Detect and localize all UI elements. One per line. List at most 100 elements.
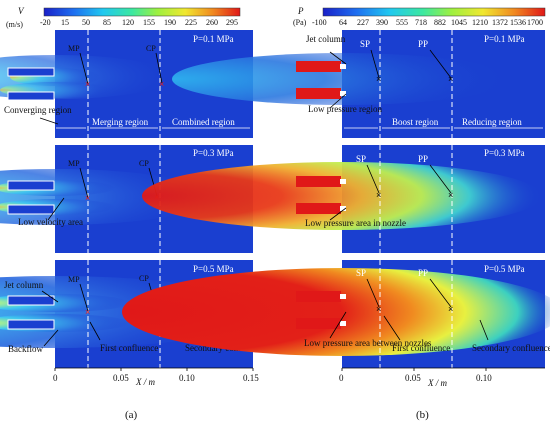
annotation-low-pressure-nozzle: Low pressure area in nozzle [305, 218, 406, 228]
annotation-jet-column: Jet column [306, 34, 346, 44]
leader-line [79, 52, 89, 85]
colorbar-tick: 227 [357, 18, 369, 27]
point-marker: × [159, 79, 164, 89]
leader-line [47, 197, 65, 221]
caption-b: (b) [416, 409, 429, 421]
annotation-jet-column: Jet column [4, 280, 44, 290]
pressure-subplot-1: P=0.1 MPa SP × PP × Boost region Reducin… [172, 30, 545, 138]
nozzle-lower [296, 318, 341, 329]
region-label: Boost region [392, 117, 439, 127]
point-marker: × [448, 74, 453, 84]
leader-line [429, 49, 452, 79]
nozzle-outlet [340, 321, 346, 326]
leader-line [429, 164, 452, 194]
nozzle-outlet [340, 91, 346, 96]
axis-tick-label: 0 [53, 373, 58, 383]
leader-line [79, 283, 89, 312]
pressure-plume [142, 162, 542, 230]
point-marker: × [85, 193, 90, 203]
colorbar-tick: 15 [61, 18, 69, 27]
colorbar-tick: 155 [143, 18, 155, 27]
point-marker: × [85, 79, 90, 89]
pressure-label: P=0.5 MPa [193, 264, 234, 274]
caption-a: (a) [125, 409, 138, 421]
nozzle-lower [296, 203, 341, 214]
nozzle-upper [296, 291, 341, 302]
nozzle-outlet [340, 64, 346, 69]
leader-line [43, 329, 59, 347]
annotation-secondary-confluence: Secondary confluence [472, 343, 550, 353]
point-label-pp: PP [418, 39, 428, 49]
axis-tick-label: 0.05 [405, 373, 421, 383]
pressure-label: P=0.1 MPa [484, 34, 525, 44]
axis-tick-label: 0.10 [476, 373, 492, 383]
axis-tick-label: 0 [339, 373, 344, 383]
nozzle-lower [7, 204, 55, 215]
leader-line [329, 207, 347, 221]
colorbar-tick: 882 [434, 18, 446, 27]
region-label: Reducing region [462, 117, 522, 127]
colorbar-tick: 1536 [510, 18, 526, 27]
pressure-x-axis: 0 0.05 0.10 X / m [339, 367, 545, 388]
point-label-sp: SP [360, 39, 370, 49]
axis-label: X / m [135, 377, 155, 387]
pressure-plume [122, 268, 550, 356]
annotation-first-confluence: First confluence [100, 343, 158, 353]
colorbar-tick: 1700 [527, 18, 543, 27]
nozzle-outlet [340, 294, 346, 299]
nozzle-lower [296, 88, 341, 99]
point-label-mp: MP [68, 275, 80, 284]
colorbar-tick: 64 [339, 18, 347, 27]
pressure-colorbar: P (Pa) -100 64 227 390 555 718 882 1045 … [293, 6, 546, 27]
pressure-label: P=0.3 MPa [484, 148, 525, 158]
pressure-colorbar-gradient [322, 7, 546, 17]
point-label-cp: CP [139, 274, 149, 283]
annotation-first-confluence: First confluence [392, 343, 450, 353]
colorbar-tick: 50 [82, 18, 90, 27]
point-label-mp: MP [68, 159, 80, 168]
velocity-colorbar-gradient [43, 7, 241, 17]
point-label-cp: CP [146, 44, 156, 53]
point-marker: × [376, 74, 381, 84]
velocity-colorbar-ticks: -20 15 50 85 120 155 190 225 260 295 [40, 18, 238, 27]
leader-line [41, 290, 59, 303]
point-marker: × [448, 190, 453, 200]
point-label-pp: PP [418, 268, 428, 278]
point-label-sp: SP [356, 268, 366, 278]
leader-line [479, 319, 489, 341]
colorbar-tick: 190 [164, 18, 176, 27]
leader-line [370, 49, 380, 79]
colorbar-symbol: V [18, 6, 25, 16]
point-label-mp: MP [68, 44, 80, 53]
colorbar-tick: -20 [40, 18, 51, 27]
annotation-low-velocity-text: Low velocity area [18, 217, 83, 227]
region-label: Merging region [92, 117, 149, 127]
nozzle-upper [7, 180, 55, 191]
annotation-low-pressure: Low pressure region [308, 104, 382, 114]
colorbar-unit: (m/s) [6, 20, 23, 29]
axis-label: X / m [427, 378, 447, 388]
nozzle-upper [296, 61, 341, 72]
point-marker: × [376, 304, 381, 314]
nozzle-lower [7, 91, 55, 101]
annotation-low-velocity: Low velocity area [18, 217, 83, 227]
colorbar-tick: 718 [415, 18, 427, 27]
velocity-subplot-1: P=0.1 MPa MP × CP × Merging region Combi… [0, 30, 253, 138]
colorbar-tick: 1210 [472, 18, 488, 27]
annotation-backflow: Backflow [8, 344, 43, 354]
nozzle-outlet [340, 206, 346, 211]
nozzle-upper [7, 295, 55, 306]
colorbar-unit: (Pa) [293, 18, 307, 27]
pressure-label: P=0.1 MPa [193, 34, 234, 44]
leader-line [79, 167, 89, 199]
pressure-subplot-3: P=0.5 MPa SP × PP × Low pressure area be… [122, 260, 550, 368]
pressure-subplot-2: P=0.3 MPa SP × PP × Low pressure area in… [142, 145, 545, 253]
nozzle-upper [296, 176, 341, 187]
axis-tick-label: 0.05 [113, 373, 129, 383]
leader-line [366, 164, 380, 194]
annotation-converging: Converging region [4, 105, 72, 115]
panel-b: P (Pa) -100 64 227 390 555 718 882 1045 … [122, 6, 550, 421]
colorbar-tick: -100 [312, 18, 327, 27]
